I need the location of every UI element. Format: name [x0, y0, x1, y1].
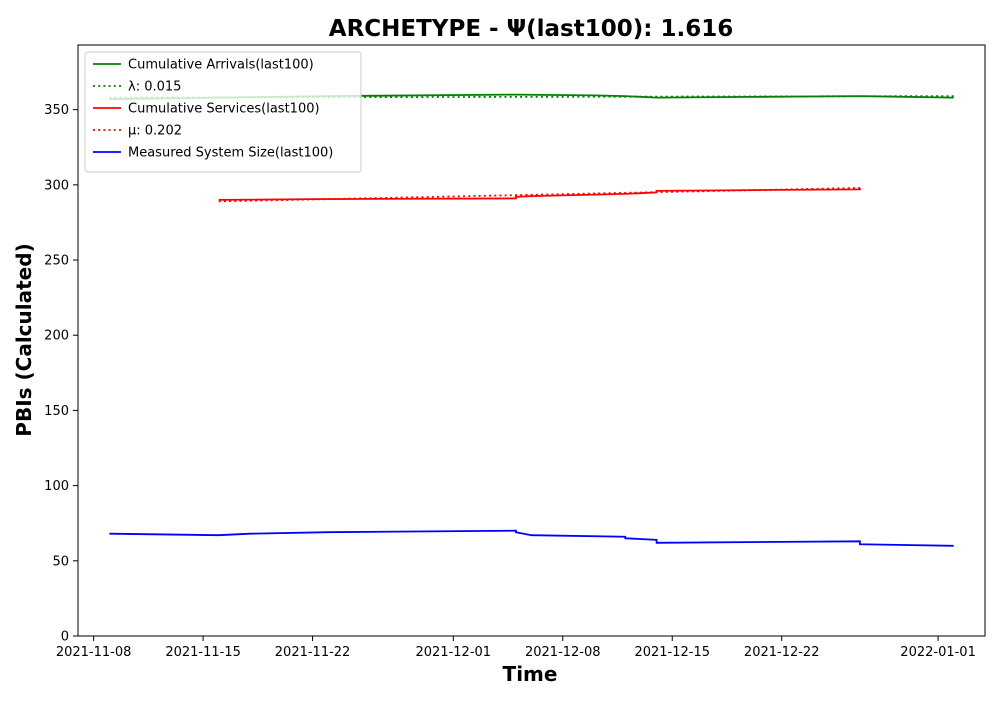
y-tick-label: 200: [44, 329, 69, 344]
plot-frame: [77, 44, 986, 637]
y-axis-label: PBIs (Calculated): [12, 243, 36, 436]
y-tick-label: 0: [61, 630, 69, 645]
x-tick-label: 2021-11-22: [275, 645, 351, 660]
y-tick-label: 100: [44, 479, 69, 494]
legend-label-0: Cumulative Arrivals(last100): [128, 58, 314, 73]
legend-label-2: Cumulative Services(last100): [128, 102, 320, 117]
x-tick-label: 2022-01-01: [900, 645, 976, 660]
legend-box: [84, 51, 362, 173]
x-tick-label: 2021-12-08: [525, 645, 601, 660]
legend-label-4: Measured System Size(last100): [128, 146, 333, 161]
y-tick-label: 250: [44, 254, 69, 269]
y-tick-label: 50: [52, 554, 69, 569]
x-axis-label: Time: [503, 662, 558, 686]
chart-title: ARCHETYPE - Ψ(last100): 1.616: [329, 16, 733, 42]
legend-label-1: λ: 0.015: [128, 80, 181, 95]
x-tick-label: 2021-12-01: [416, 645, 492, 660]
x-tick-label: 2021-12-15: [634, 645, 710, 660]
axes-layer: 2021-11-08 2021-11-15 2021-11-22 2021-12-01…: [44, 44, 986, 660]
y-tick-label: 300: [44, 178, 69, 193]
legend-label-3: μ: 0.202: [128, 124, 182, 139]
legend: Cumulative Arrivals(last100) λ: 0.015 Cumu…: [84, 51, 362, 173]
x-tick-label: 2021-12-22: [744, 645, 820, 660]
x-tick-label: 2021-11-08: [56, 645, 132, 660]
series-line-4: [109, 529, 954, 547]
y-tick-label: 150: [44, 404, 69, 419]
y-tick-label: 350: [44, 103, 69, 118]
x-tick-label: 2021-11-15: [165, 645, 241, 660]
